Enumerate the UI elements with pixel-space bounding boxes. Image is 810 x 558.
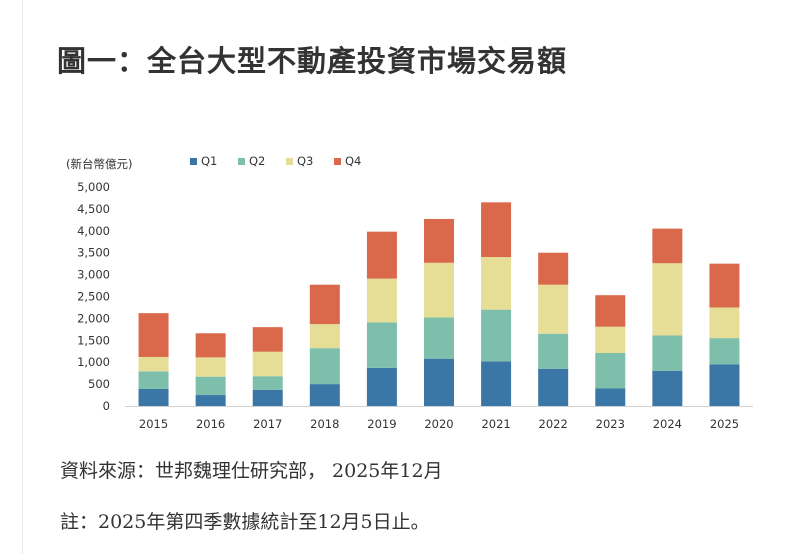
x-tick-label: 2016 (196, 417, 225, 431)
y-tick-label: 2,000 (77, 311, 110, 325)
source-text: 資料來源：世邦魏理仕研究部， 2025年12月 (60, 460, 443, 482)
bar-2022-q2 (538, 333, 569, 369)
x-tick-label: 2022 (539, 417, 568, 431)
bar-2020-q2 (424, 317, 454, 359)
x-tick-label: 2025 (710, 417, 739, 431)
page-title: 圖一：全台大型不動產投資市場交易額 (57, 44, 568, 78)
legend-label-q2: Q2 (249, 154, 265, 168)
x-tick-label: 2023 (596, 417, 625, 431)
x-tick-label: 2021 (481, 417, 510, 431)
bar-2018-q1 (309, 384, 340, 406)
bar-2015-q4 (138, 313, 169, 357)
y-tick-label: 3,500 (77, 246, 110, 260)
bar-2017-q2 (252, 376, 283, 390)
bar-2022-q4 (538, 252, 569, 285)
x-tick-label: 2019 (367, 417, 396, 431)
y-tick-label: 1,500 (77, 333, 110, 347)
y-tick-label: 2,500 (77, 290, 110, 304)
bar-2017-q3 (252, 351, 283, 377)
x-tick-label: 2015 (139, 417, 168, 431)
bar-2019-q3 (366, 278, 397, 323)
x-tick-label: 2020 (424, 417, 453, 431)
bar-2025-q4 (709, 263, 740, 308)
bar-2020-q1 (424, 358, 454, 406)
bar-2023-q4 (595, 295, 626, 327)
bar-2024-q3 (652, 263, 683, 336)
bar-2017-q4 (252, 327, 283, 352)
y-unit-label: (新台幣億元) (66, 157, 132, 171)
bar-2019-q4 (366, 231, 397, 279)
y-tick-label: 3,000 (77, 268, 110, 282)
bar-2021-q3 (481, 257, 512, 310)
legend-swatch-q2 (238, 158, 245, 165)
bar-2022-q3 (538, 284, 569, 334)
bar-2018-q3 (309, 324, 340, 349)
y-tick-label: 4,500 (77, 202, 110, 216)
bar-2021-q1 (481, 361, 512, 406)
bar-2021-q2 (481, 309, 512, 362)
bar-2016-q1 (195, 395, 226, 406)
bar-2016-q3 (195, 357, 226, 377)
x-tick-label: 2017 (253, 417, 282, 431)
bar-2018-q4 (309, 284, 340, 325)
bar-2021-q4 (481, 202, 512, 258)
bar-2015-q3 (138, 356, 169, 372)
bar-2024-q1 (652, 370, 683, 406)
bar-2016-q4 (195, 333, 226, 358)
bar-2024-q2 (652, 335, 683, 371)
bar-2025-q3 (709, 307, 740, 339)
bar-2015-q2 (138, 371, 169, 389)
bar-2020-q4 (424, 218, 454, 263)
x-tick-label: 2024 (653, 417, 682, 431)
y-tick-label: 0 (103, 399, 110, 413)
left-divider (22, 0, 23, 554)
bar-2019-q1 (366, 367, 397, 406)
legend-swatch-q1 (190, 158, 197, 165)
bar-2023-q1 (595, 388, 626, 406)
bar-2018-q2 (309, 348, 340, 385)
legend-swatch-q3 (286, 158, 293, 165)
bar-2016-q2 (195, 376, 226, 396)
y-tick-label: 1,000 (77, 355, 110, 369)
bar-2025-q2 (709, 338, 740, 365)
bar-2025-q1 (709, 364, 740, 406)
bar-2020-q3 (424, 262, 454, 318)
bar-2023-q3 (595, 326, 626, 354)
legend-swatch-q4 (334, 158, 341, 165)
bar-2022-q1 (538, 368, 569, 406)
y-tick-label: 5,000 (77, 180, 110, 194)
y-tick-label: 4,000 (77, 224, 110, 238)
bar-2019-q2 (366, 322, 397, 368)
bar-2015-q1 (138, 388, 169, 406)
legend-label-q1: Q1 (201, 154, 217, 168)
legend-label-q3: Q3 (297, 154, 313, 168)
bar-2017-q1 (252, 389, 283, 406)
x-tick-label: 2018 (310, 417, 339, 431)
footnote-text: 註：2025年第四季數據統計至12月5日止。 (60, 511, 430, 533)
bar-2024-q4 (652, 228, 683, 264)
legend-label-q4: Q4 (345, 154, 361, 168)
bar-2023-q2 (595, 353, 626, 389)
y-tick-label: 500 (88, 377, 110, 391)
